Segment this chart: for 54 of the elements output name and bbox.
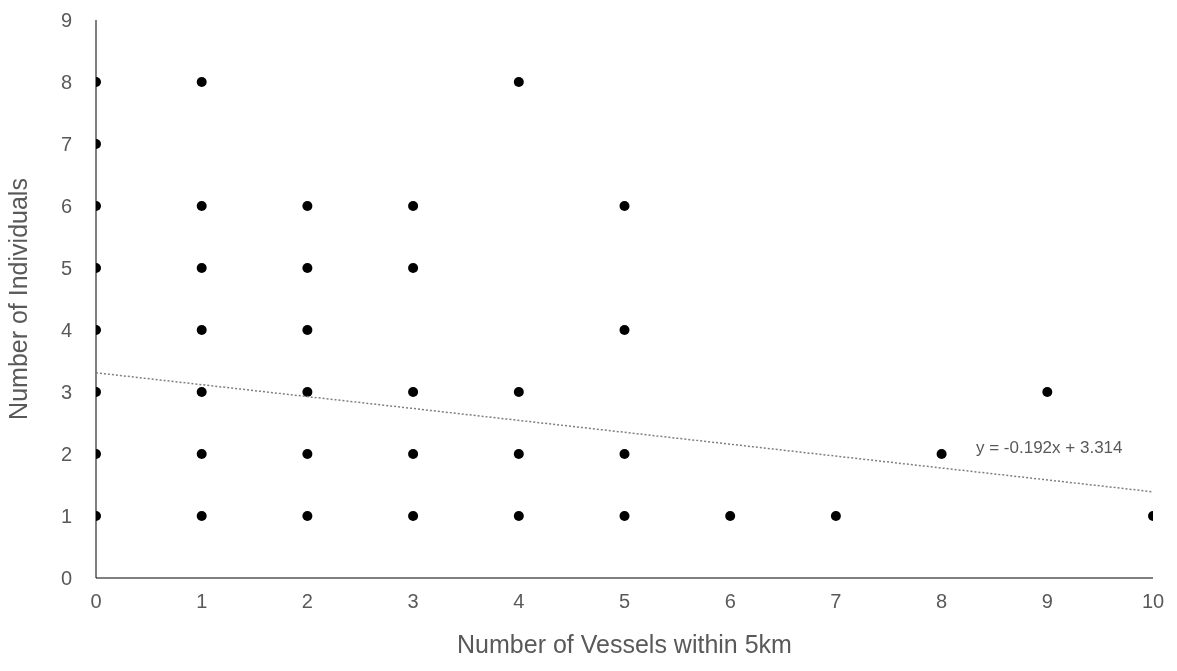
point bbox=[830, 511, 841, 521]
y-tick-label: 9 bbox=[60, 9, 72, 32]
point bbox=[196, 201, 207, 211]
y-tick-label: 5 bbox=[60, 257, 72, 280]
point bbox=[196, 263, 207, 273]
point bbox=[302, 449, 313, 459]
x-tick-label: 6 bbox=[724, 590, 736, 613]
point bbox=[513, 387, 524, 397]
y-tick-label: 8 bbox=[60, 71, 72, 94]
point bbox=[408, 201, 419, 211]
annotation: y = -0.192x + 3.314 bbox=[976, 438, 1123, 458]
x-tick-label: 0 bbox=[90, 590, 102, 613]
point bbox=[408, 511, 419, 521]
x-tick-label: 9 bbox=[1041, 590, 1053, 613]
point bbox=[302, 201, 313, 211]
x-tick-label: 7 bbox=[830, 590, 842, 613]
point bbox=[196, 449, 207, 459]
point bbox=[619, 325, 630, 335]
x-axis-title: Number of Vessels within 5km bbox=[457, 630, 792, 658]
x-tick-label: 5 bbox=[618, 590, 631, 613]
point bbox=[513, 77, 524, 87]
point bbox=[196, 325, 207, 335]
point bbox=[936, 449, 947, 459]
y-tick-label: 3 bbox=[60, 381, 72, 404]
point bbox=[302, 511, 313, 521]
point bbox=[513, 511, 524, 521]
point bbox=[408, 387, 419, 397]
x-tick-label: 10 bbox=[1141, 590, 1165, 613]
point bbox=[619, 201, 630, 211]
point bbox=[408, 263, 419, 273]
x-tick-label: 1 bbox=[196, 590, 208, 613]
point bbox=[408, 449, 419, 459]
y-axis-title: Number of Individuals bbox=[3, 178, 32, 420]
x-tick-label: 2 bbox=[301, 590, 313, 613]
point bbox=[302, 387, 313, 397]
x-tick-label: 4 bbox=[513, 590, 525, 613]
point bbox=[196, 387, 207, 397]
y-tick-label: 0 bbox=[60, 567, 72, 590]
x-tick-label: 3 bbox=[407, 590, 419, 613]
y-tick-label: 4 bbox=[60, 319, 72, 342]
y-tick-label: 1 bbox=[60, 505, 72, 528]
point bbox=[619, 449, 630, 459]
point bbox=[196, 77, 207, 87]
y-tick-label: 2 bbox=[60, 443, 72, 466]
point bbox=[725, 511, 736, 521]
y-tick-label: 7 bbox=[60, 133, 72, 156]
point bbox=[513, 449, 524, 459]
point bbox=[302, 325, 313, 335]
y-tick-label: 6 bbox=[60, 195, 72, 218]
x-tick-label: 8 bbox=[936, 590, 948, 613]
point bbox=[619, 511, 630, 521]
point bbox=[302, 263, 313, 273]
point bbox=[196, 511, 207, 521]
point bbox=[1042, 387, 1053, 397]
